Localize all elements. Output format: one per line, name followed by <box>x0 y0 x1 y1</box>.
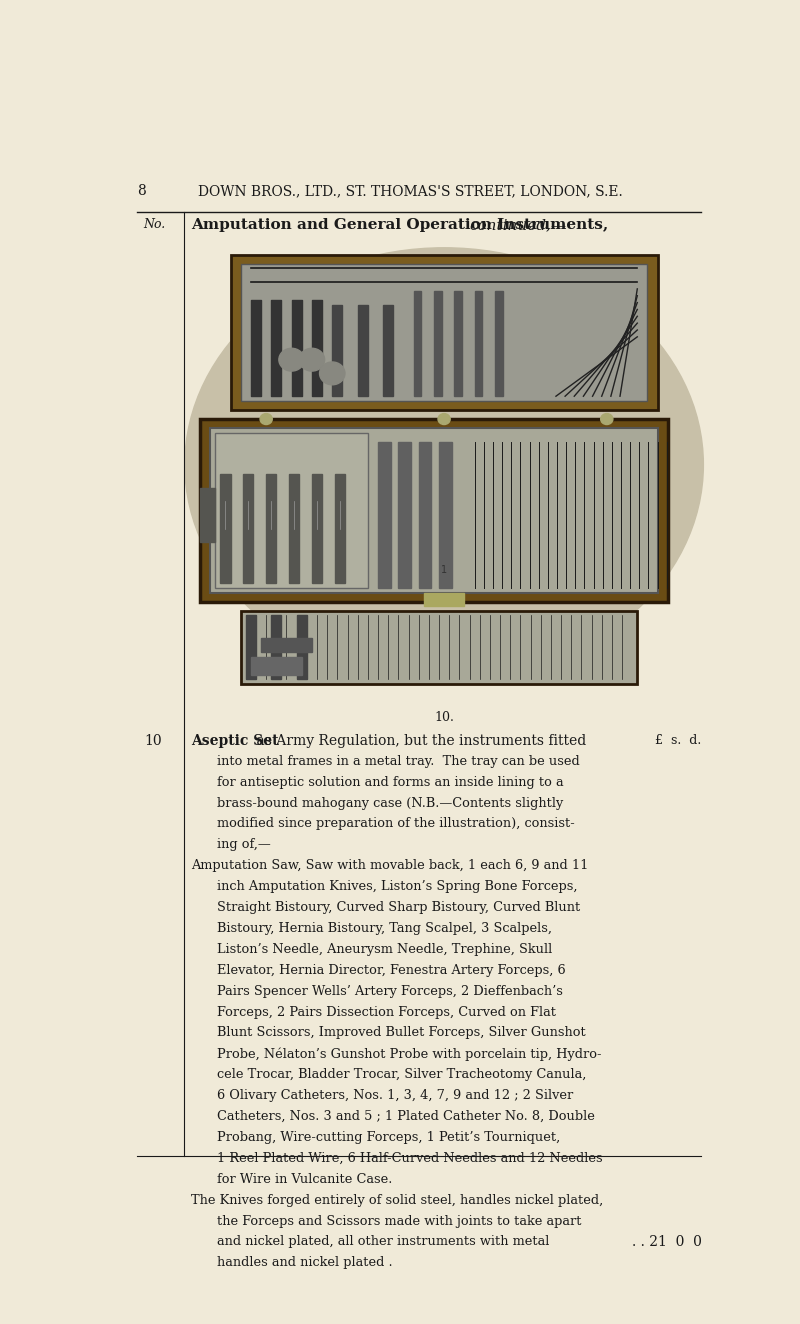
Text: DOWN BROS., LTD., ST. THOMAS'S STREET, LONDON, S.E.: DOWN BROS., LTD., ST. THOMAS'S STREET, L… <box>198 184 622 199</box>
Text: Elevator, Hernia Director, Fenestra Artery Forceps, 6: Elevator, Hernia Director, Fenestra Arte… <box>217 964 566 977</box>
Text: 6 Olivary Catheters, Nos. 1, 3, 4, 7, 9 and 12 ; 2 Silver: 6 Olivary Catheters, Nos. 1, 3, 4, 7, 9 … <box>217 1090 574 1102</box>
Text: Probang, Wire-cutting Forceps, 1 Petit’s Tourniquet,: Probang, Wire-cutting Forceps, 1 Petit’s… <box>217 1131 561 1144</box>
Text: the Forceps and Scissors made with joints to take apart: the Forceps and Scissors made with joint… <box>217 1214 582 1227</box>
Text: 1 Reel Plated Wire, 6 Half-Curved Needles and 12 Needles: 1 Reel Plated Wire, 6 Half-Curved Needle… <box>217 1152 603 1165</box>
Text: Blunt Scissors, Improved Bullet Forceps, Silver Gunshot: Blunt Scissors, Improved Bullet Forceps,… <box>217 1026 586 1039</box>
Text: Catheters, Nos. 3 and 5 ; 1 Plated Catheter No. 8, Double: Catheters, Nos. 3 and 5 ; 1 Plated Cathe… <box>217 1110 595 1123</box>
Text: 10.: 10. <box>434 711 454 724</box>
Text: Straight Bistoury, Curved Sharp Bistoury, Curved Blunt: Straight Bistoury, Curved Sharp Bistoury… <box>217 902 581 914</box>
Text: continued,—: continued,— <box>469 218 566 232</box>
Text: Pairs Spencer Wells’ Artery Forceps, 2 Dieffenbach’s: Pairs Spencer Wells’ Artery Forceps, 2 D… <box>217 985 563 998</box>
Text: brass-bound mahogany case (N.B.—Contents slightly: brass-bound mahogany case (N.B.—Contents… <box>217 797 563 809</box>
Text: handles and nickel plated .: handles and nickel plated . <box>217 1256 393 1270</box>
Text: The Knives forged entirely of solid steel, handles nickel plated,: The Knives forged entirely of solid stee… <box>191 1194 603 1206</box>
Text: . . 21  0  0: . . 21 0 0 <box>631 1235 702 1250</box>
Text: 10: 10 <box>144 733 162 748</box>
Text: Probe, Nélaton’s Gunshot Probe with porcelain tip, Hydro-: Probe, Nélaton’s Gunshot Probe with porc… <box>217 1047 602 1061</box>
Text: Aseptic Set: Aseptic Set <box>191 733 278 748</box>
Text: Amputation and General Operation Instruments,: Amputation and General Operation Instrum… <box>191 218 608 232</box>
Text: £  s.  d.: £ s. d. <box>655 733 702 747</box>
Text: as Army Regulation, but the instruments fitted: as Army Regulation, but the instruments … <box>252 733 586 748</box>
Text: into metal frames in a metal tray.  The tray can be used: into metal frames in a metal tray. The t… <box>217 755 580 768</box>
Text: cele Trocar, Bladder Trocar, Silver Tracheotomy Canula,: cele Trocar, Bladder Trocar, Silver Trac… <box>217 1068 586 1082</box>
Text: 8: 8 <box>138 184 146 199</box>
Text: for antiseptic solution and forms an inside lining to a: for antiseptic solution and forms an ins… <box>217 776 564 789</box>
Text: inch Amputation Knives, Liston’s Spring Bone Forceps,: inch Amputation Knives, Liston’s Spring … <box>217 880 578 894</box>
Text: and nickel plated, all other instruments with metal: and nickel plated, all other instruments… <box>217 1235 550 1249</box>
Ellipse shape <box>185 248 703 682</box>
Text: Forceps, 2 Pairs Dissection Forceps, Curved on Flat: Forceps, 2 Pairs Dissection Forceps, Cur… <box>217 1005 556 1018</box>
Text: Amputation Saw, Saw with movable back, 1 each 6, 9 and 11: Amputation Saw, Saw with movable back, 1… <box>191 859 589 873</box>
Text: modified since preparation of the illustration), consist-: modified since preparation of the illust… <box>217 817 575 830</box>
Text: ing of,—: ing of,— <box>217 838 271 851</box>
Text: Liston’s Needle, Aneurysm Needle, Trephine, Skull: Liston’s Needle, Aneurysm Needle, Trephi… <box>217 943 553 956</box>
Text: for Wire in Vulcanite Case.: for Wire in Vulcanite Case. <box>217 1173 393 1186</box>
Text: Bistoury, Hernia Bistoury, Tang Scalpel, 3 Scalpels,: Bistoury, Hernia Bistoury, Tang Scalpel,… <box>217 922 552 935</box>
Text: No.: No. <box>143 218 166 230</box>
